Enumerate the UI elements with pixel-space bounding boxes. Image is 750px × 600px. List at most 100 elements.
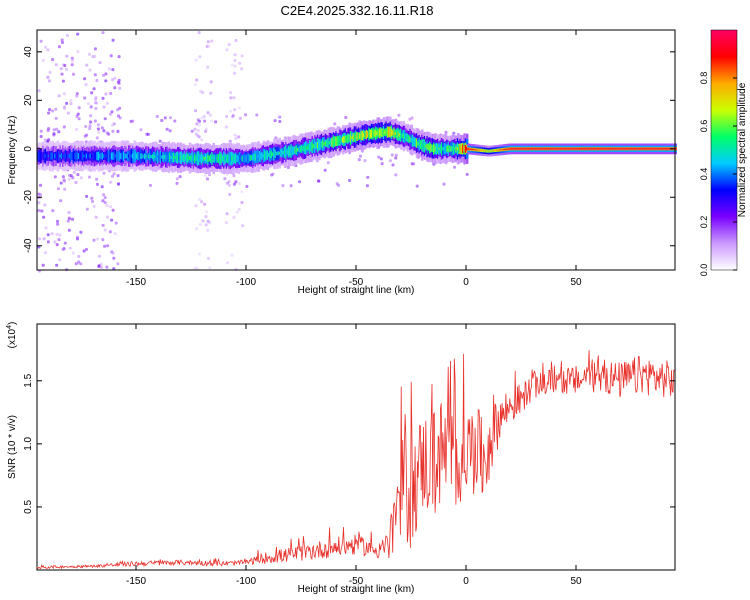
ridge-cell [242, 155, 246, 162]
noise-cell [198, 198, 202, 201]
noise-cell [102, 171, 106, 175]
ridge-cell [241, 155, 244, 162]
noise-cell [200, 116, 204, 120]
noise-cell [193, 127, 197, 131]
ridge-cell [361, 130, 365, 141]
ridge-cell [405, 133, 408, 142]
noise-cell [66, 111, 70, 115]
ridge-cell [275, 151, 279, 156]
ridge-cell [616, 148, 619, 150]
noise-cell [237, 182, 241, 186]
ridge-cell [454, 147, 457, 151]
noise-cell [190, 129, 194, 133]
noise-cell [453, 165, 456, 169]
noise-cell [452, 131, 456, 135]
noise-cell [55, 263, 59, 267]
noise-cell [175, 181, 179, 185]
ridge-cell [133, 151, 136, 161]
ridge-cell [475, 149, 478, 151]
ridge-cell [455, 145, 458, 152]
ridge-cell [390, 128, 394, 137]
noise-cell [110, 110, 114, 114]
noise-cell [204, 174, 207, 178]
ridge-cell [97, 151, 101, 161]
snr-y-ticks: 0.5 1.0 1.5 [23, 373, 675, 514]
ridge-cell [299, 146, 303, 153]
noise-cell [203, 119, 207, 123]
ridge-cell [51, 152, 54, 160]
ridge-cell [198, 155, 201, 162]
ridge-cell [257, 155, 260, 158]
ridge-cell [374, 129, 378, 137]
ridge-cell [147, 154, 151, 159]
noise-cell [44, 138, 47, 142]
noise-cell [233, 64, 237, 68]
noise-cell [111, 174, 114, 178]
ridge-cell [561, 148, 564, 150]
ridge-cell [571, 148, 574, 150]
noise-cell [255, 113, 259, 117]
noise-cell [93, 73, 97, 77]
noise-cell [195, 122, 199, 126]
ridge-cell [664, 148, 667, 150]
noise-cell [46, 233, 50, 237]
noise-cell [95, 182, 99, 186]
ridge-cell [648, 148, 651, 150]
noise-cell [206, 111, 210, 115]
noise-cell [101, 238, 105, 242]
ridge-cell [431, 144, 435, 152]
noise-cell [96, 123, 100, 127]
noise-cell [63, 64, 67, 67]
ridge-cell [406, 134, 409, 142]
ridge-cell [489, 150, 493, 152]
ridge-cell [331, 137, 334, 147]
noise-cell [377, 155, 381, 159]
ridge-cell [656, 148, 659, 150]
ridge-cell [471, 148, 474, 150]
noise-cell [60, 72, 64, 76]
noise-cell [233, 53, 237, 57]
noise-cell [223, 177, 227, 181]
ridge-cell [369, 129, 372, 139]
ridge-cell [547, 148, 551, 150]
ridge-cell [39, 151, 42, 161]
ridge-cell [479, 149, 482, 151]
ridge-cell [134, 151, 138, 161]
noise-cell [227, 43, 231, 47]
ridge-cell [376, 131, 379, 136]
ridge-cell [77, 153, 81, 159]
ridge-cell [348, 136, 351, 141]
ridge-cell [188, 156, 192, 160]
noise-cell [63, 187, 67, 191]
ridge-cell [347, 134, 350, 143]
noise-cell [105, 265, 109, 269]
ridge-cell [466, 146, 469, 151]
ridge-cell [145, 155, 148, 158]
ridge-cell [576, 148, 580, 150]
noise-cell [111, 78, 114, 82]
ridge-cell [195, 155, 198, 161]
noise-cell [210, 39, 214, 43]
noise-cell [214, 120, 218, 124]
ridge-cell [587, 148, 590, 150]
noise-cell [47, 111, 51, 115]
noise-cell [93, 47, 97, 51]
noise-cell [55, 127, 59, 131]
ridge-cell [269, 151, 272, 158]
ridge-cell [545, 148, 548, 150]
ridge-cell [246, 154, 250, 163]
ridge-cell [121, 152, 124, 160]
noise-cell [75, 128, 78, 131]
ridge-cell [357, 132, 361, 141]
ridge-cell [91, 154, 94, 158]
ridge-cell [409, 136, 412, 143]
noise-cell [240, 190, 244, 194]
noise-cell [68, 246, 72, 250]
noise-cell [71, 251, 75, 255]
ridge-cell [192, 155, 196, 161]
ridge-cell [249, 154, 252, 162]
noise-cell [38, 237, 42, 241]
ridge-cell [163, 155, 167, 160]
noise-cell [103, 228, 107, 232]
ridge-cell [261, 154, 264, 158]
